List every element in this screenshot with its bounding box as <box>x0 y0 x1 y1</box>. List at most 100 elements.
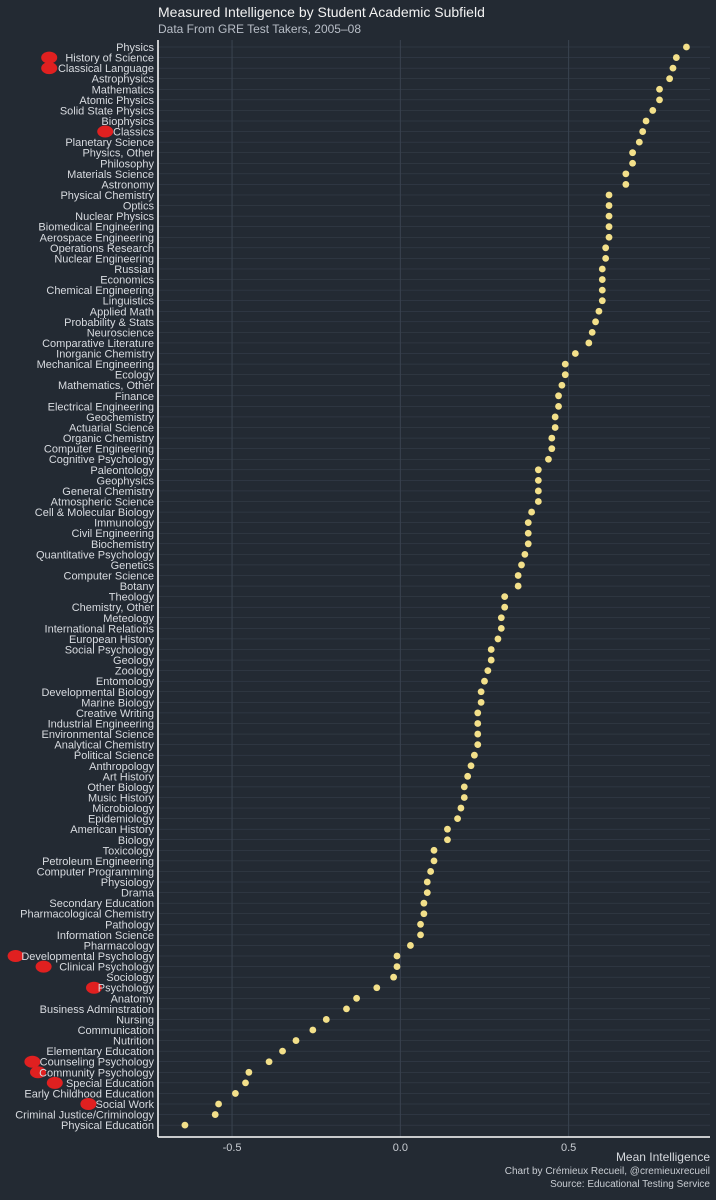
data-point <box>343 1005 350 1013</box>
data-point <box>605 191 613 199</box>
data-point <box>474 709 482 717</box>
category-label: American History <box>70 824 154 836</box>
category-label: Atmospheric Science <box>51 497 154 509</box>
category-label: Community Psychology <box>39 1067 154 1079</box>
category-label: Pharmacological Chemistry <box>20 909 154 921</box>
category-label: Quantitative Psychology <box>36 549 155 561</box>
category-label: Classics <box>113 127 154 139</box>
category-label: Elementary Education <box>46 1046 154 1058</box>
data-point <box>215 1100 222 1108</box>
data-point <box>477 698 485 706</box>
data-point <box>524 540 532 548</box>
data-point <box>656 85 663 93</box>
data-point <box>497 614 505 622</box>
data-point <box>639 128 647 135</box>
category-label: Biology <box>118 835 155 847</box>
category-label: Astrophysics <box>92 74 155 86</box>
data-point <box>309 1026 317 1034</box>
category-label: Counseling Psychology <box>40 1057 155 1069</box>
data-point <box>588 328 596 336</box>
category-label: Art History <box>103 771 155 783</box>
x-tick-label: 0.0 <box>393 1142 408 1154</box>
x-tick-labels: -0.5 0.0 0.5 <box>223 1142 577 1154</box>
category-label: Music History <box>88 792 155 804</box>
data-point <box>521 550 529 558</box>
category-label: History of Science <box>65 53 154 65</box>
category-label: Social Psychology <box>65 644 155 656</box>
category-label: Aerospace Engineering <box>40 232 154 244</box>
data-point <box>602 244 610 252</box>
category-label: Special Education <box>66 1078 154 1090</box>
data-point <box>548 434 556 442</box>
category-label: Finance <box>115 391 154 403</box>
highlight-marker <box>86 981 102 994</box>
category-label: Toxicology <box>103 845 155 857</box>
highlight-marker <box>41 62 58 75</box>
category-label: Organic Chemistry <box>63 433 155 445</box>
category-label: Physics <box>116 42 154 54</box>
data-point <box>683 43 690 51</box>
data-point <box>528 508 536 516</box>
data-point <box>545 455 552 463</box>
category-label: Nuclear Physics <box>75 211 154 223</box>
category-label: Computer Engineering <box>44 444 154 456</box>
category-label: Electrical Engineering <box>48 401 154 413</box>
category-label: Mechanical Engineering <box>37 359 154 371</box>
data-point <box>393 952 401 960</box>
category-label: Inorganic Chemistry <box>56 349 154 361</box>
data-point <box>232 1090 239 1097</box>
data-point <box>211 1111 219 1118</box>
category-label: Sociology <box>106 972 154 984</box>
category-label: Information Science <box>57 930 154 942</box>
data-point <box>265 1058 273 1066</box>
data-point <box>551 413 559 421</box>
data-point <box>622 181 630 188</box>
data-point <box>598 297 606 305</box>
category-label: Developmental Biology <box>41 687 154 699</box>
data-point <box>467 762 475 770</box>
category-label: Secondary Education <box>49 898 154 910</box>
data-point <box>390 973 398 981</box>
category-label: Botany <box>120 581 155 593</box>
highlight-marker <box>41 51 58 64</box>
data-point <box>457 804 465 812</box>
axes <box>157 40 710 1138</box>
data-point <box>534 498 542 505</box>
category-label: Nutrition <box>113 1036 154 1048</box>
data-point <box>656 96 663 104</box>
data-point <box>672 54 680 61</box>
category-label: Optics <box>123 201 155 213</box>
category-label: Astronomy <box>101 179 154 191</box>
data-point <box>558 381 566 389</box>
category-label: Genetics <box>111 560 155 572</box>
data-point <box>534 476 542 484</box>
category-label: Pharmacology <box>84 940 155 952</box>
category-label: Business Adminstration <box>40 1004 154 1016</box>
highlight-marker <box>35 960 52 973</box>
data-point <box>598 265 606 273</box>
data-point <box>454 815 461 823</box>
category-label: Civil Engineering <box>71 528 154 540</box>
category-label: Classical Language <box>58 63 154 75</box>
category-label: Criminal Justice/Criminology <box>15 1110 154 1122</box>
data-point <box>635 138 643 146</box>
data-point <box>279 1047 286 1055</box>
category-label: Theology <box>109 592 155 604</box>
x-tick-label: 0.5 <box>561 1142 576 1154</box>
category-label: Environmental Science <box>41 729 154 741</box>
category-label: Physical Education <box>61 1120 154 1132</box>
data-point <box>407 942 414 949</box>
category-label: Analytical Chemistry <box>54 740 154 752</box>
category-label: Pathology <box>105 919 154 931</box>
data-point <box>548 445 556 453</box>
data-point <box>423 878 431 886</box>
data-point <box>602 255 610 262</box>
data-point <box>420 910 428 918</box>
data-point <box>444 836 451 844</box>
category-label: Paleontology <box>90 465 154 477</box>
data-point <box>629 159 636 167</box>
data-point <box>514 582 522 590</box>
data-point <box>524 529 532 537</box>
